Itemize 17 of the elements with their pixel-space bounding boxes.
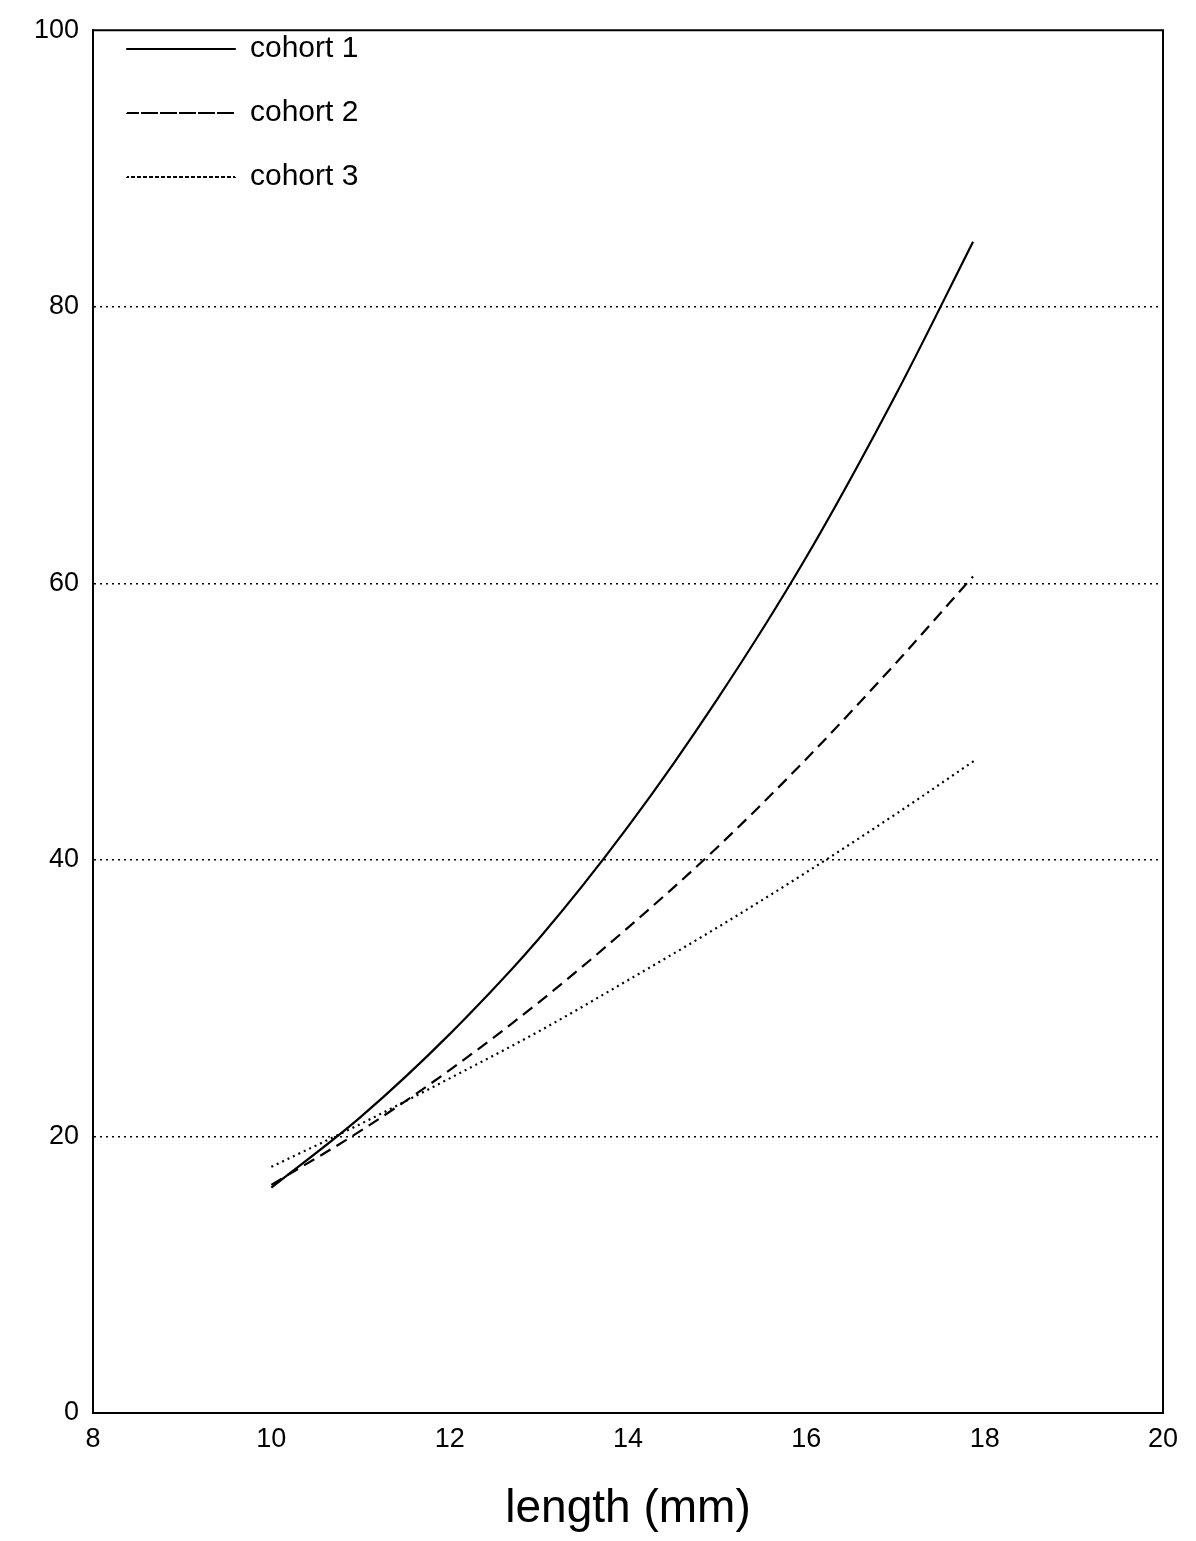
x-axis-title: length (mm) [505,1480,751,1533]
y-tick-label: 0 [63,1396,79,1427]
x-tick-label: 18 [969,1422,1000,1453]
x-tick-label: 20 [1147,1422,1179,1453]
y-tick-label: 100 [33,13,79,44]
legend-label: cohort 3 [250,158,359,192]
x-tick-label: 10 [256,1422,287,1453]
y-tick-label: 40 [48,843,79,874]
legend-label: cohort 2 [250,94,359,128]
y-tick-label: 60 [48,566,79,597]
x-tick-label: 12 [434,1422,465,1453]
x-tick-label: 8 [85,1422,101,1453]
y-tick-label: 20 [48,1119,79,1150]
y-tick-label: 80 [48,290,79,321]
legend-label: cohort 1 [250,30,359,64]
x-tick-label: 14 [612,1422,644,1453]
x-tick-label: 16 [791,1422,822,1453]
